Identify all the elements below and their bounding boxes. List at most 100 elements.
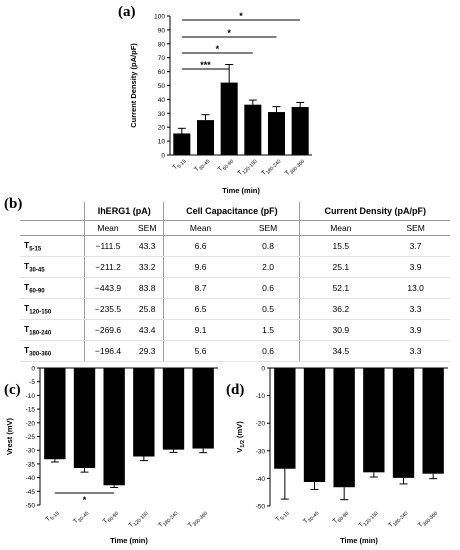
row-label: T30-45 xyxy=(20,256,85,278)
table-cell: 0.6 xyxy=(236,340,301,362)
y-tick-label: 50 xyxy=(158,83,166,90)
chart-v-half: 0 -10 -20 -30 -40 -50 T5-15 T30-45 T60-90 T120-15… xyxy=(235,366,448,545)
table-cell: 3.3 xyxy=(381,298,450,320)
y-tick-label: -40 xyxy=(26,475,36,482)
table-corner xyxy=(20,220,85,236)
bar xyxy=(173,133,191,155)
table-cell: 3.9 xyxy=(381,256,450,278)
significance-label: * xyxy=(83,495,87,505)
x-tick-label: T30-45 xyxy=(72,508,90,526)
y-tick-label: -5 xyxy=(29,379,35,386)
y-tick-label: 40 xyxy=(158,97,166,104)
significance-label: * xyxy=(216,44,220,54)
x-tick-label: T60-90 xyxy=(332,508,350,526)
table-cell: 0.5 xyxy=(236,298,301,320)
table-cell: 25.1 xyxy=(299,256,382,278)
table-subheader: Mean xyxy=(84,220,131,236)
table-cell: 9.6 xyxy=(163,256,237,278)
table-cell: −443.9 xyxy=(84,277,131,299)
panel-label-a: (a) xyxy=(118,4,136,20)
table-group-header: Cell Capacitance (pF) xyxy=(163,202,301,221)
y-tick-label: -25 xyxy=(26,434,36,441)
table-row: T60-90 −443.9 83.8 8.7 0.6 52.1 13.0 xyxy=(20,277,450,299)
table-cell: 25.8 xyxy=(131,298,165,320)
x-tick-label: T5-15 xyxy=(44,508,60,524)
table-row: T5-15 −111.5 43.3 6.6 0.8 15.5 3.7 xyxy=(20,235,450,257)
table-subheader: SEM xyxy=(381,220,450,236)
x-axis-label: Time (min) xyxy=(222,186,260,195)
table-cell: 13.0 xyxy=(381,277,450,299)
table-subheader: Mean xyxy=(299,220,382,236)
table-cell: 6.6 xyxy=(163,235,237,257)
table-cell: 30.9 xyxy=(299,319,382,341)
y-tick-label: 20 xyxy=(158,125,166,132)
bar xyxy=(303,368,326,482)
table-cell: 3.9 xyxy=(381,319,450,341)
bar xyxy=(422,368,444,474)
significance-label: * xyxy=(227,28,231,38)
y-tick-label: -20 xyxy=(26,420,36,427)
y-tick-label: 70 xyxy=(158,55,166,62)
table-cell: 8.7 xyxy=(163,277,237,299)
row-label: T60-90 xyxy=(20,277,85,299)
x-tick-label: T120-150 xyxy=(236,156,258,178)
table-row: T120-150 −235.5 25.8 6.5 0.5 36.2 3.3 xyxy=(20,298,450,320)
bar xyxy=(392,368,415,478)
x-tick-label: T180-240 xyxy=(157,508,179,530)
x-tick-label: T120-150 xyxy=(127,508,149,530)
row-label: T300-360 xyxy=(20,340,85,362)
bar xyxy=(73,368,96,469)
row-label: T120-150 xyxy=(20,298,85,320)
table-cell: −196.4 xyxy=(84,340,131,362)
table-cell: 33.2 xyxy=(131,256,165,278)
table-subheader: Mean xyxy=(163,220,237,236)
x-tick-label: T5-15 xyxy=(171,156,187,172)
y-tick-label: 0 xyxy=(161,153,165,160)
table-cell: 0.6 xyxy=(236,277,301,299)
bar xyxy=(244,104,262,155)
bar xyxy=(291,107,309,155)
y-tick-label: -50 xyxy=(256,504,266,511)
bar xyxy=(363,368,385,473)
y-tick-label: 100 xyxy=(154,14,165,21)
bar xyxy=(220,82,238,155)
y-tick-label: -10 xyxy=(256,393,266,400)
table-row: T300-360 −196.4 29.3 5.6 0.6 34.5 3.3 xyxy=(20,340,450,362)
y-tick-label: -15 xyxy=(26,407,36,414)
bar xyxy=(267,112,286,155)
table-row: T30-45 −211.2 33.2 9.6 2.0 25.1 3.9 xyxy=(20,256,450,278)
y-tick-label: 60 xyxy=(158,69,166,76)
bar xyxy=(274,368,296,469)
table-subheader: SEM xyxy=(131,220,165,236)
x-tick-label: T300-360 xyxy=(284,156,306,178)
table-cell: 5.6 xyxy=(163,340,237,362)
x-tick-label: T300-360 xyxy=(187,508,209,530)
table-cell: 1.5 xyxy=(236,319,301,341)
table-cell: 6.5 xyxy=(163,298,237,320)
bar xyxy=(133,368,155,457)
y-tick-label: 10 xyxy=(158,139,166,146)
row-label: T5-15 xyxy=(20,235,85,257)
x-tick-label: T60-90 xyxy=(102,508,120,526)
bar xyxy=(162,368,185,450)
table-cell: 2.0 xyxy=(236,256,301,278)
x-tick-label: T300-360 xyxy=(417,508,439,530)
y-tick-label: -45 xyxy=(26,489,36,496)
table-cell: 0.8 xyxy=(236,235,301,257)
significance-label: * xyxy=(239,11,243,21)
table-cell: 52.1 xyxy=(299,277,382,299)
table-group-header: IhERG1 (pA) xyxy=(84,202,165,221)
y-tick-label: -10 xyxy=(26,393,36,400)
table-cell: 43.4 xyxy=(131,319,165,341)
table-cell: −111.5 xyxy=(84,235,131,257)
bar xyxy=(196,120,215,155)
table-cell: 15.5 xyxy=(299,235,382,257)
x-axis-label: Time (min) xyxy=(340,536,378,545)
x-tick-label: T180-240 xyxy=(260,156,282,178)
y-tick-label: -30 xyxy=(26,448,36,455)
y-tick-label: 30 xyxy=(158,111,166,118)
y-axis-label: Current Density (pA/pF) xyxy=(129,43,138,128)
table-cell: 29.3 xyxy=(131,340,165,362)
table-cell: 9.1 xyxy=(163,319,237,341)
